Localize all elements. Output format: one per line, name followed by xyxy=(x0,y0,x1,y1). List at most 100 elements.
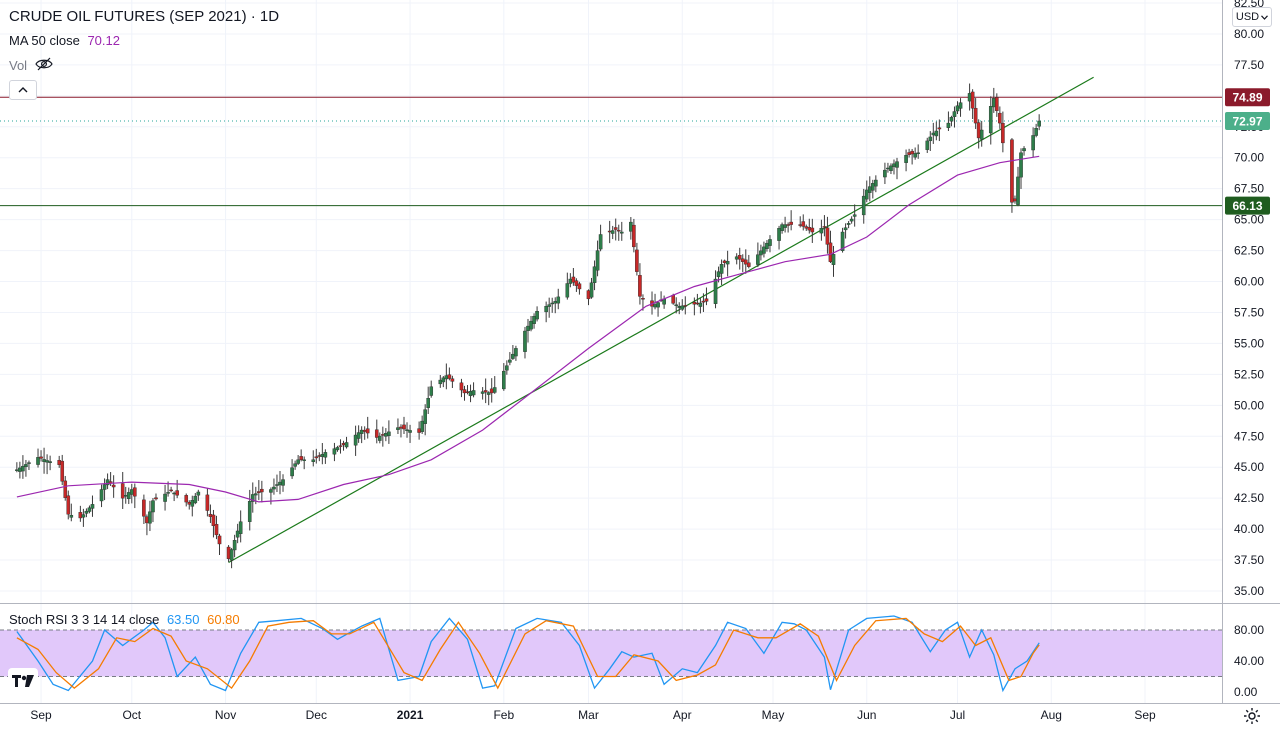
ma50-line xyxy=(16,155,1040,503)
stoch-rsi-legend[interactable]: Stoch RSI 3 3 14 14 close 63.50 60.80 xyxy=(9,612,240,627)
candle-body xyxy=(970,91,975,109)
candle-body xyxy=(250,494,255,502)
volume-legend[interactable]: Vol xyxy=(9,57,53,74)
candle-body xyxy=(743,259,748,265)
candle-body xyxy=(235,530,240,538)
candle-body xyxy=(756,254,760,265)
candle-body xyxy=(925,140,930,150)
candle-body xyxy=(577,283,582,290)
trendline[interactable] xyxy=(228,76,1094,564)
price-tick-label: 62.50 xyxy=(1234,244,1264,258)
candle-body xyxy=(253,493,258,496)
candle-body xyxy=(913,153,917,158)
candle-body xyxy=(638,275,642,297)
candle-body xyxy=(780,224,784,231)
candle-body xyxy=(846,223,851,225)
chevron-up-icon xyxy=(18,87,28,93)
candle-body xyxy=(798,224,803,226)
candle-body xyxy=(462,389,467,394)
candle-body xyxy=(907,152,911,155)
candle-body xyxy=(423,409,427,424)
candle-body xyxy=(698,302,703,307)
candle-body xyxy=(783,224,787,228)
candle-body xyxy=(260,488,264,493)
collapse-legend-button[interactable] xyxy=(9,80,37,100)
eye-hidden-icon[interactable] xyxy=(35,57,53,74)
candle-body xyxy=(550,302,555,305)
candle-body xyxy=(683,305,688,307)
candle-body xyxy=(408,430,412,433)
candle-body xyxy=(976,122,981,139)
candle-body xyxy=(341,442,346,446)
price-badges: 74.89 72.97 66.13 xyxy=(1225,88,1270,215)
stoch-rsi-band xyxy=(0,629,1222,677)
currency-selector[interactable]: USD xyxy=(1232,7,1272,27)
tradingview-logo[interactable] xyxy=(8,668,38,694)
candle-body xyxy=(323,452,328,458)
candle-body xyxy=(674,304,679,306)
candle-body xyxy=(102,484,107,490)
candle-body xyxy=(444,375,449,380)
candle-body xyxy=(1034,128,1038,136)
candle-body xyxy=(807,227,812,231)
stoch-rsi-d-line xyxy=(16,617,1040,690)
price-tick-label: 52.50 xyxy=(1234,367,1264,381)
ma-legend[interactable]: MA 50 close 70.12 xyxy=(9,33,120,48)
ma-label: MA 50 close xyxy=(9,33,80,48)
candle-body xyxy=(1019,152,1023,178)
price-badge-resistance xyxy=(1225,88,1270,107)
candle-body xyxy=(42,459,46,462)
candle-body xyxy=(123,495,128,497)
candle-body xyxy=(931,132,936,136)
candle-body xyxy=(511,353,515,359)
candle-body xyxy=(24,464,28,468)
candle-body xyxy=(680,305,685,310)
candle-body xyxy=(831,254,836,265)
candle-body xyxy=(120,483,125,499)
candle-body xyxy=(172,492,176,495)
candle-body xyxy=(701,300,706,303)
candle-body xyxy=(556,296,561,304)
stoch-rsi-lines xyxy=(16,615,1040,693)
candle-body xyxy=(871,183,875,191)
price-tick-label: 40.00 xyxy=(1234,522,1264,536)
candle-body xyxy=(492,387,497,393)
ma-value: 70.12 xyxy=(87,33,120,48)
candle-body xyxy=(426,397,430,408)
candle-body xyxy=(616,229,621,232)
candle-body xyxy=(217,535,222,545)
candle-body xyxy=(1037,120,1041,127)
candle-body xyxy=(910,150,914,155)
candle-body xyxy=(229,549,234,561)
candle-body xyxy=(486,392,491,395)
candle-body xyxy=(314,456,319,459)
candle-body xyxy=(63,480,68,498)
time-tick-label: Feb xyxy=(493,708,514,722)
candle-body xyxy=(904,155,908,163)
price-badge-support xyxy=(1225,196,1270,215)
candle-body xyxy=(211,514,216,527)
candle-body xyxy=(725,261,730,265)
candle-body xyxy=(84,510,89,514)
price-badge-label: 72.97 xyxy=(1232,114,1262,128)
candle-body xyxy=(142,499,146,517)
symbol-title[interactable]: CRUDE OIL FUTURES (SEP 2021) · 1D xyxy=(9,8,280,25)
candle-body xyxy=(677,306,682,308)
settings-gear-icon[interactable] xyxy=(1243,707,1261,725)
candle-body xyxy=(928,136,933,142)
candle-body xyxy=(387,431,391,436)
price-tick-label: 57.50 xyxy=(1234,305,1264,319)
candle-body xyxy=(514,348,518,357)
candle-body xyxy=(502,370,506,390)
candle-body xyxy=(205,494,210,511)
candle-body xyxy=(1031,135,1035,151)
candle-body xyxy=(381,434,385,436)
stoch-rsi-label: Stoch RSI 3 3 14 14 close xyxy=(9,612,160,627)
candle-body xyxy=(480,391,485,394)
price-tick-label: 35.00 xyxy=(1234,584,1264,598)
time-tick-label: Dec xyxy=(306,708,327,722)
candle-body xyxy=(126,492,131,500)
currency-label: USD xyxy=(1235,11,1260,23)
candle-body xyxy=(290,467,294,477)
